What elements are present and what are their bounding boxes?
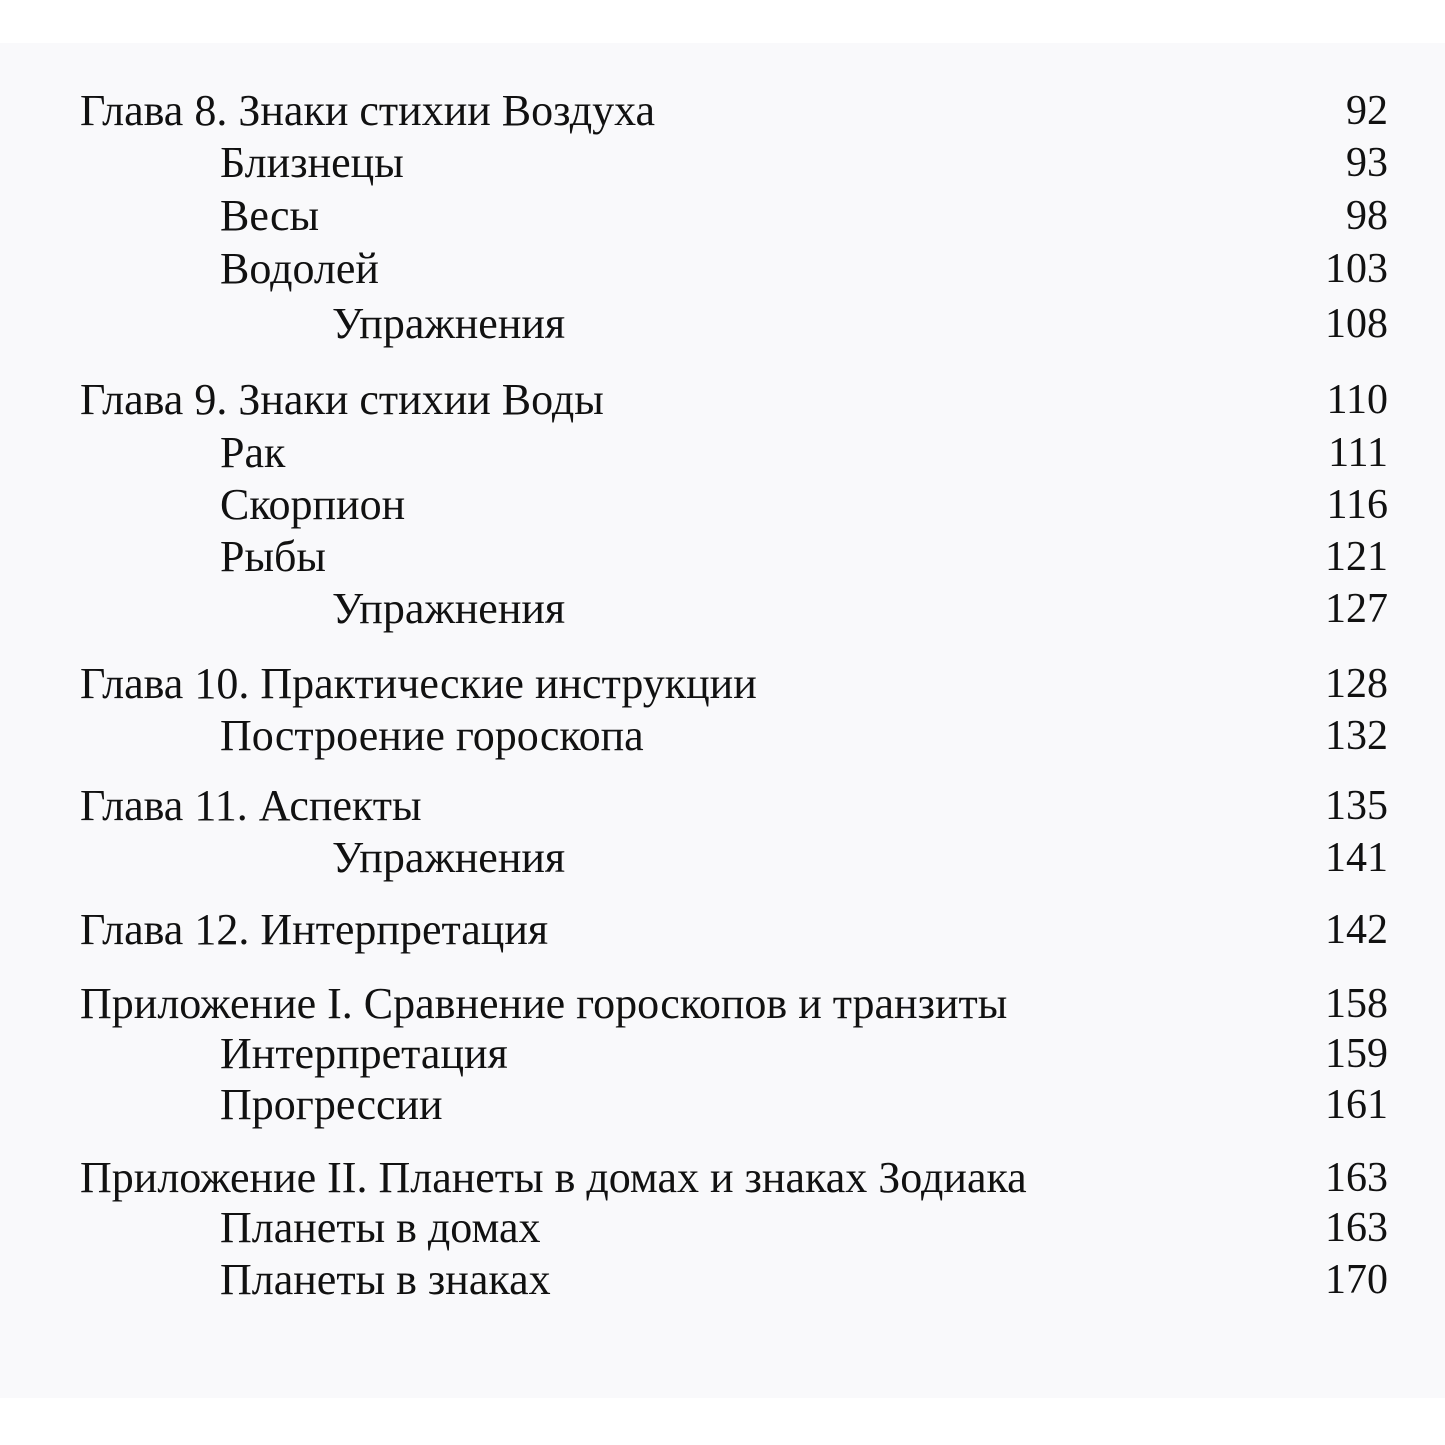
toc-entry-title: Прогрессии bbox=[220, 1080, 443, 1129]
toc-entry: Глава 10. Практические инструкции 128 bbox=[0, 658, 1445, 710]
toc-entry: Приложение II. Планеты в домах и знаках … bbox=[0, 1152, 1445, 1204]
toc-entry-page: 108 bbox=[1325, 301, 1388, 347]
toc-entry: Рыбы 121 bbox=[0, 531, 1445, 583]
toc-entry-title: Глава 12. Интерпретация bbox=[80, 905, 549, 954]
toc-entry-title: Рак bbox=[220, 428, 286, 477]
toc-entry: Рак 111 bbox=[0, 427, 1445, 479]
toc-entry-page: 161 bbox=[1325, 1082, 1388, 1128]
toc-entry: Весы 98 bbox=[0, 190, 1445, 242]
toc-entry-page: 158 bbox=[1325, 981, 1388, 1027]
toc-entry-title: Приложение II. Планеты в домах и знаках … bbox=[80, 1153, 1027, 1202]
toc-entry-title: Глава 9. Знаки стихии Воды bbox=[80, 375, 604, 424]
toc-entry: Упражнения 141 bbox=[0, 832, 1445, 884]
toc-entry-page: 93 bbox=[1346, 140, 1388, 186]
toc-entry: Водолей 103 bbox=[0, 243, 1445, 295]
toc-entry-title: Приложение I. Сравнение гороскопов и тра… bbox=[80, 979, 1008, 1028]
toc-entry: Упражнения 127 bbox=[0, 583, 1445, 635]
toc-entry-page: 128 bbox=[1325, 661, 1388, 707]
toc-entry-title: Упражнения bbox=[332, 833, 566, 882]
toc-entry-page: 110 bbox=[1326, 377, 1388, 423]
toc-entry-page: 132 bbox=[1325, 713, 1388, 759]
book-page: Глава 8. Знаки стихии Воздуха 92 Близнецы 9… bbox=[0, 43, 1445, 1398]
toc-entry-page: 127 bbox=[1325, 586, 1388, 632]
toc-entry: Интерпретация 159 bbox=[0, 1028, 1445, 1080]
toc-entry: Скорпион 116 bbox=[0, 479, 1445, 531]
toc-entry: Прогрессии 161 bbox=[0, 1079, 1445, 1131]
toc-entry-page: 135 bbox=[1325, 783, 1388, 829]
toc-entry: Глава 8. Знаки стихии Воздуха 92 bbox=[0, 85, 1445, 137]
toc-entry: Глава 11. Аспекты 135 bbox=[0, 780, 1445, 832]
toc-entry-title: Построение гороскопа bbox=[220, 711, 644, 760]
toc-entry-title: Близнецы bbox=[220, 138, 404, 187]
toc-entry-page: 141 bbox=[1325, 835, 1388, 881]
toc-entry-page: 111 bbox=[1328, 430, 1388, 476]
toc-entry-page: 98 bbox=[1346, 193, 1388, 239]
toc-entry-title: Планеты в домах bbox=[220, 1203, 541, 1252]
toc-entry-page: 163 bbox=[1325, 1155, 1388, 1201]
toc-entry-page: 121 bbox=[1325, 534, 1388, 580]
toc-entry: Упражнения 108 bbox=[0, 298, 1445, 350]
toc-entry: Глава 9. Знаки стихии Воды 110 bbox=[0, 374, 1445, 426]
toc-entry-title: Водолей bbox=[220, 244, 379, 293]
toc-entry-title: Планеты в знаках bbox=[220, 1255, 551, 1304]
toc-entry-title: Упражнения bbox=[332, 299, 566, 348]
toc-entry-page: 163 bbox=[1325, 1205, 1388, 1251]
toc-entry: Планеты в знаках 170 bbox=[0, 1254, 1445, 1306]
toc-entry-page: 170 bbox=[1325, 1257, 1388, 1303]
toc-entry: Близнецы 93 bbox=[0, 137, 1445, 189]
toc-entry: Планеты в домах 163 bbox=[0, 1202, 1445, 1254]
toc-entry-page: 103 bbox=[1325, 246, 1388, 292]
toc-entry-page: 92 bbox=[1346, 88, 1388, 134]
toc-entry-title: Глава 10. Практические инструкции bbox=[80, 659, 757, 708]
toc-entry-page: 159 bbox=[1325, 1031, 1388, 1077]
toc-entry-title: Рыбы bbox=[220, 532, 326, 581]
toc-entry-title: Весы bbox=[220, 191, 320, 240]
toc-entry-title: Упражнения bbox=[332, 584, 566, 633]
toc-entry-title: Скорпион bbox=[220, 480, 406, 529]
toc-entry: Построение гороскопа 132 bbox=[0, 710, 1445, 762]
toc-entry-page: 142 bbox=[1325, 907, 1388, 953]
toc-entry: Приложение I. Сравнение гороскопов и тра… bbox=[0, 978, 1445, 1030]
toc-entry-title: Глава 8. Знаки стихии Воздуха bbox=[80, 86, 656, 135]
toc-entry-title: Интерпретация bbox=[220, 1029, 508, 1078]
toc-entry: Глава 12. Интерпретация 142 bbox=[0, 904, 1445, 956]
toc-entry-title: Глава 11. Аспекты bbox=[80, 781, 422, 830]
toc-entry-page: 116 bbox=[1326, 482, 1388, 528]
